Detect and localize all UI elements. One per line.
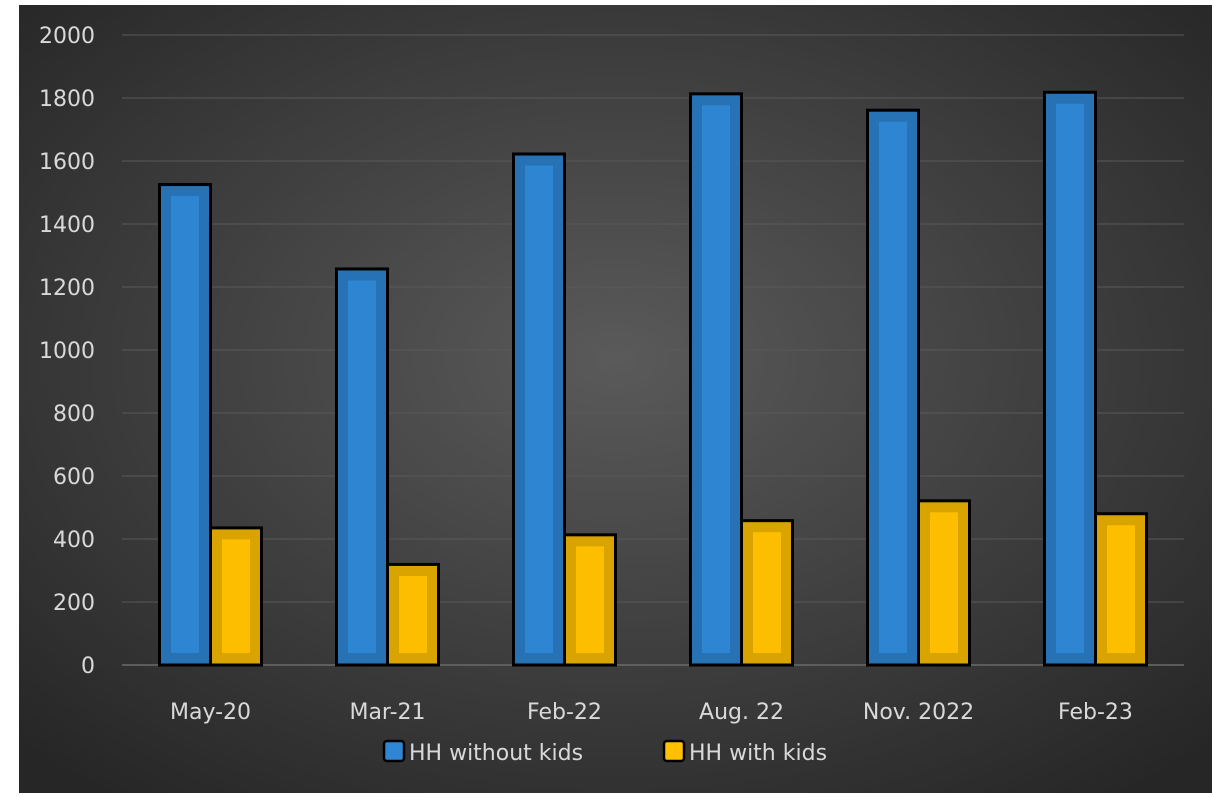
y-tick-label: 1600 [39,150,95,175]
bar-inner [525,165,553,653]
legend-swatch [662,739,686,763]
bar-inner [576,546,604,653]
bar-inner [753,532,781,653]
gridlines [122,34,1184,666]
bar-inner [930,512,958,653]
y-tick-label: 1400 [39,213,95,238]
bar [917,499,971,667]
x-tick-label: May-20 [170,700,251,725]
bar [386,562,440,667]
bar [740,519,794,667]
y-tick-label: 1800 [39,87,95,112]
y-axis-ticks: 0 200 400 600 800 1000 1200 1400 1600 1800 2000 [39,24,95,679]
bar-inner [348,280,376,653]
legend-label: HH with kids [689,741,827,766]
bar [512,152,566,667]
bar-inner [1056,103,1084,653]
bar [209,526,263,667]
bar [1094,512,1148,667]
bar-inner [171,196,199,654]
x-tick-label: Feb-22 [527,700,602,725]
y-tick-label: 200 [53,591,95,616]
y-tick-label: 1000 [39,339,95,364]
bar [1043,90,1097,667]
y-tick-label: 600 [53,465,95,490]
bars [158,90,1148,667]
x-tick-label: Aug. 22 [699,700,784,725]
bar [689,92,743,667]
legend-item: HH with kids [662,739,827,766]
y-tick-label: 2000 [39,24,95,49]
x-tick-label: Nov. 2022 [863,700,974,725]
bar-inner [399,575,427,653]
legend-item: HH without kids [382,739,583,766]
bar [335,267,389,667]
bar [866,108,920,667]
y-tick-label: 800 [53,402,95,427]
y-tick-label: 400 [53,528,95,553]
bar [563,533,617,667]
y-tick-label: 0 [81,654,95,679]
bar-inner [222,539,250,653]
legend-swatch [382,739,406,763]
bar-inner [702,105,730,653]
bar-inner [879,121,907,653]
legend-label: HH without kids [409,741,583,766]
bar-inner [1107,525,1135,653]
legend: HH without kids HH with kids [382,739,827,766]
y-tick-label: 1200 [39,276,95,301]
x-axis-ticks: May-20 Mar-21 Feb-22 Aug. 22 Nov. 2022 Feb-23 [170,700,1133,725]
x-tick-label: Mar-21 [349,700,425,725]
x-tick-label: Feb-23 [1058,700,1133,725]
bar [158,183,212,667]
